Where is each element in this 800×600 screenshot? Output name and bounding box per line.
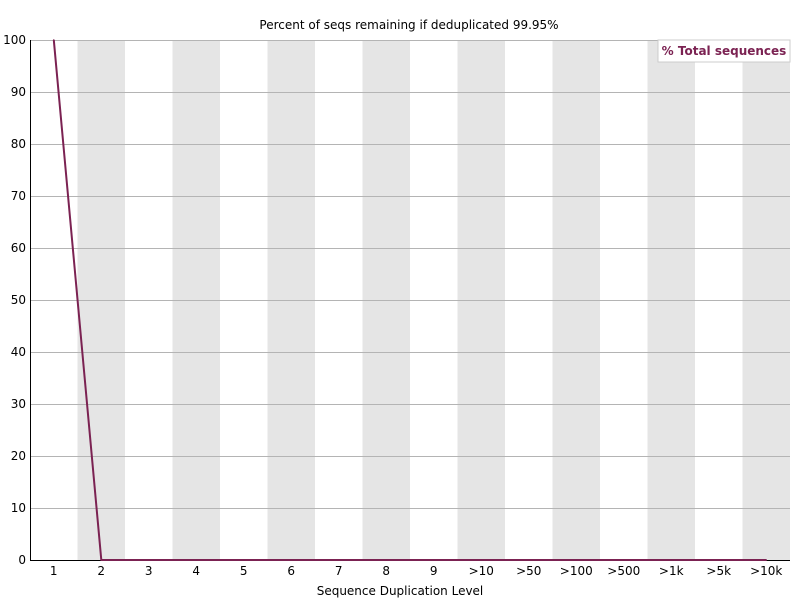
x-axis-label: Sequence Duplication Level	[317, 584, 484, 598]
x-tick-label: 6	[287, 564, 295, 578]
data-point	[622, 559, 625, 561]
legend-label: % Total sequences	[662, 44, 787, 58]
labels-layer: Percent of seqs remaining if deduplicate…	[259, 18, 558, 598]
data-point	[527, 559, 530, 561]
y-tick-label: 10	[11, 501, 26, 515]
series-line	[52, 39, 767, 561]
data-point	[670, 559, 673, 561]
data-point	[717, 559, 720, 561]
y-tick-label: 50	[11, 293, 26, 307]
x-tick-label: >10k	[750, 564, 782, 578]
chart-title: Percent of seqs remaining if deduplicate…	[259, 18, 558, 32]
x-tick-label: 9	[430, 564, 438, 578]
x-tick-label: 7	[335, 564, 343, 578]
x-tick-label: 5	[240, 564, 248, 578]
data-point	[575, 559, 578, 561]
data-point	[52, 39, 55, 41]
y-tick-label: 90	[11, 85, 26, 99]
x-tick-label: >5k	[706, 564, 731, 578]
data-point	[385, 559, 388, 561]
data-point	[147, 559, 150, 561]
y-tick-label: 20	[11, 449, 26, 463]
x-tick-label: >1k	[659, 564, 684, 578]
data-point	[432, 559, 435, 561]
y-tick-label: 70	[11, 189, 26, 203]
x-tick-label: 3	[145, 564, 153, 578]
y-tick-label: 0	[18, 553, 26, 567]
x-tick-label: 4	[192, 564, 200, 578]
legend: % Total sequences	[657, 39, 791, 63]
x-tick-label: 1	[50, 564, 58, 578]
y-tick-label: 80	[11, 137, 26, 151]
data-point	[290, 559, 293, 561]
data-point	[480, 559, 483, 561]
y-tick-label: 40	[11, 345, 26, 359]
data-point	[100, 559, 103, 561]
y-tick-label: 60	[11, 241, 26, 255]
data-point	[242, 559, 245, 561]
y-tick-label: 30	[11, 397, 26, 411]
series-layer	[52, 39, 768, 561]
data-point	[195, 559, 198, 561]
data-point	[765, 559, 768, 561]
x-tick-label: 2	[97, 564, 105, 578]
x-tick-label: >500	[607, 564, 640, 578]
x-tick-label: 8	[382, 564, 390, 578]
data-point	[337, 559, 340, 561]
x-tick-label: >10	[469, 564, 494, 578]
legend-box	[657, 39, 791, 63]
x-tick-label: >50	[516, 564, 541, 578]
x-tick-label: >100	[560, 564, 593, 578]
y-tick-label: 100	[3, 33, 26, 47]
